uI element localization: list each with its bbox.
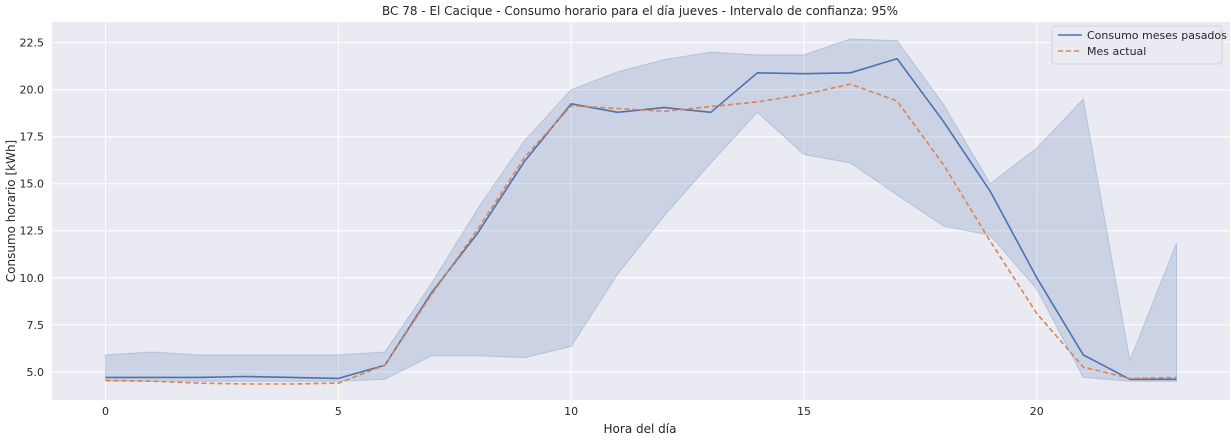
y-tick-label: 15.0 [20, 178, 45, 191]
y-tick-label: 12.5 [20, 225, 45, 238]
chart-title: BC 78 - El Cacique - Consumo horario par… [382, 4, 898, 18]
legend-label-mes-actual: Mes actual [1087, 45, 1146, 58]
y-tick-label: 7.5 [27, 319, 45, 332]
x-tick-label: 5 [335, 405, 342, 418]
y-tick-labels: 5.0 7.5 10.0 12.5 15.0 17.5 20.0 22.5 [20, 37, 45, 379]
series-line-mes-actual [105, 83, 1177, 385]
x-tick-label: 20 [1030, 405, 1044, 418]
y-tick-label: 20.0 [20, 84, 45, 97]
legend: Consumo meses pasados Mes actual [1051, 25, 1227, 65]
series-lines [105, 57, 1177, 385]
y-tick-label: 5.0 [27, 366, 45, 379]
x-axis-label: Hora del día [604, 422, 677, 436]
y-tick-label: 22.5 [20, 37, 45, 50]
legend-label-consumo: Consumo meses pasados [1087, 29, 1227, 42]
grid [52, 22, 1230, 400]
ci-band-consumo [105, 38, 1177, 382]
y-axis-label: Consumo horario [kWh] [4, 140, 18, 282]
y-tick-label: 10.0 [20, 272, 45, 285]
x-tick-label: 0 [102, 405, 109, 418]
plot-area [52, 22, 1230, 400]
x-tick-label: 15 [797, 405, 811, 418]
y-tick-label: 17.5 [20, 131, 45, 144]
x-tick-labels: 0 5 10 15 20 [102, 405, 1044, 418]
legend-box [1051, 25, 1223, 65]
confidence-band [105, 38, 1177, 382]
x-tick-label: 10 [564, 405, 578, 418]
